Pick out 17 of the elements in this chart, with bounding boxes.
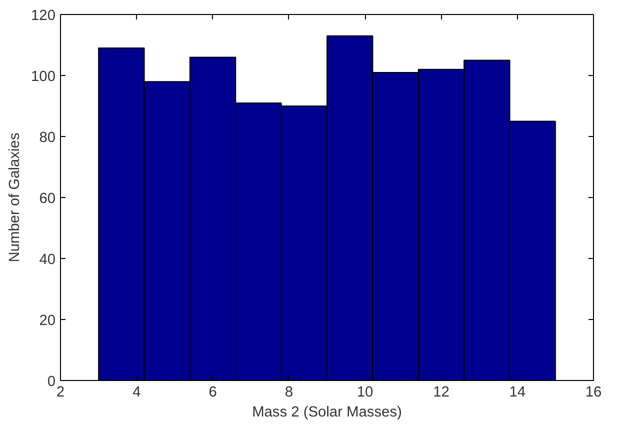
x-tick-label: 2 — [56, 384, 65, 400]
x-tick-label: 16 — [585, 384, 602, 400]
x-tick-label: 8 — [284, 384, 294, 400]
x-axis-title: Mass 2 (Solar Masses) — [252, 404, 402, 420]
y-tick-label: 100 — [31, 69, 56, 85]
y-tick-label: 120 — [31, 8, 56, 24]
x-tick-label: 10 — [356, 384, 374, 400]
x-tick-label: 14 — [509, 384, 526, 400]
y-tick-label: 80 — [39, 130, 56, 146]
y-axis-title: Number of Galaxies — [7, 132, 24, 262]
x-tick-label: 4 — [132, 384, 141, 400]
y-tick-label: 20 — [39, 313, 56, 329]
x-tick-label: 6 — [208, 384, 217, 400]
x-tick-label: 12 — [433, 384, 450, 400]
y-tick-label: 40 — [39, 252, 56, 268]
y-tick-label: 60 — [39, 191, 56, 207]
y-tick-label: 0 — [47, 374, 56, 390]
